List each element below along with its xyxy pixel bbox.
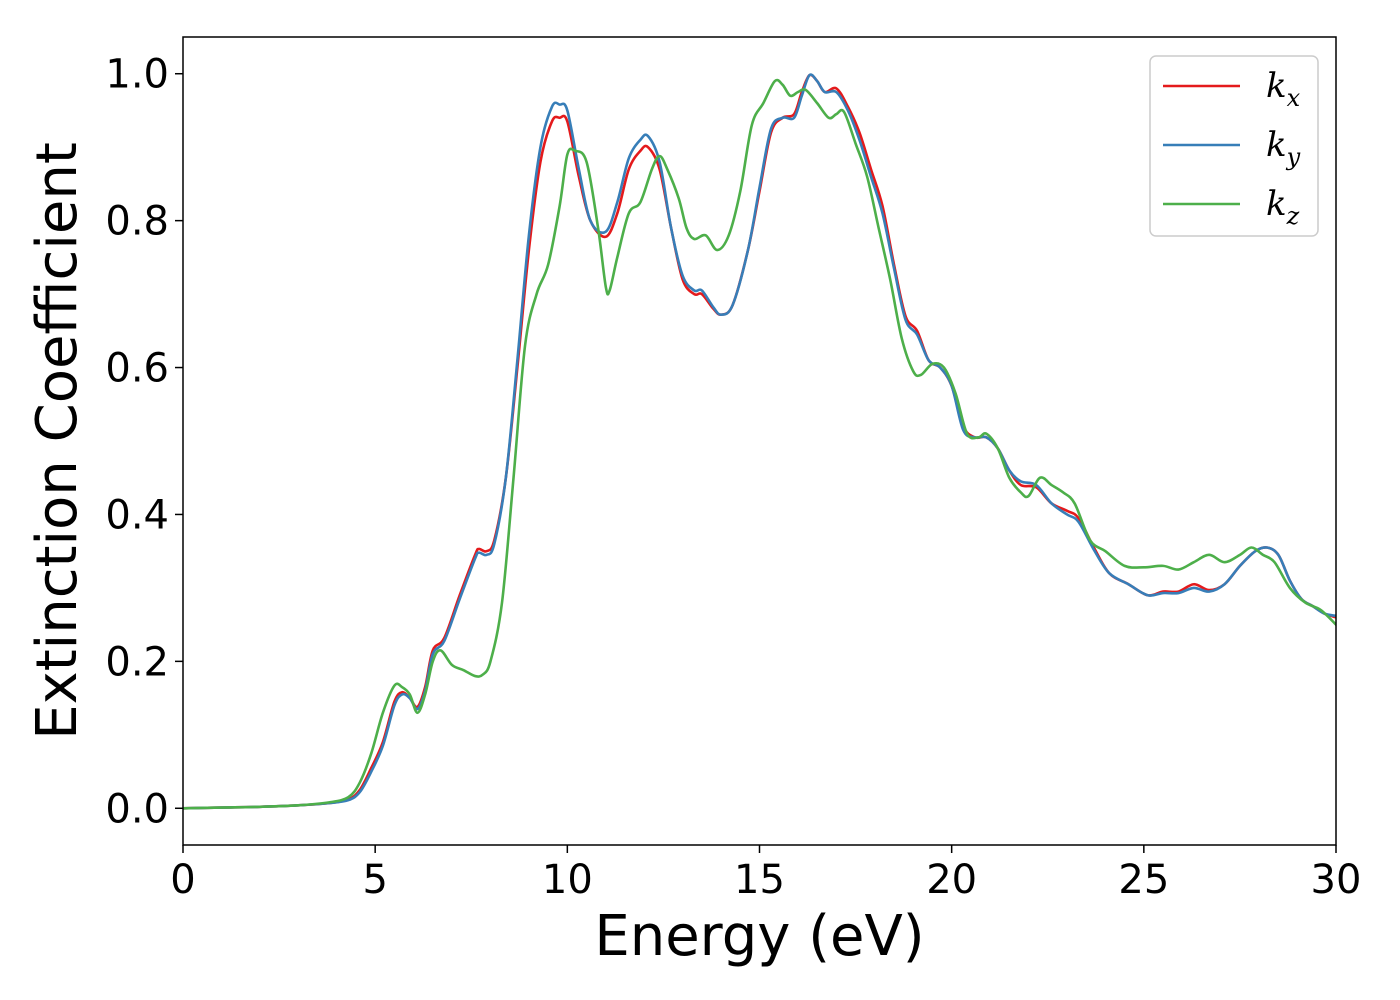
y-axis-ticks: 0.0 0.2 0.4 0.6 0.8 1.0: [105, 52, 183, 832]
y-tick-label: 0.2: [105, 639, 169, 685]
x-tick-label: 30: [1311, 857, 1362, 903]
series-line-ky: [183, 73, 1336, 810]
x-tick-label: 25: [1118, 857, 1169, 903]
series-layer: [183, 73, 1336, 810]
legend-label-subscript: y: [1286, 143, 1301, 171]
y-axis-title: Extinction Coefficient: [25, 142, 90, 740]
y-tick-label: 0.6: [105, 346, 169, 392]
x-tick-label: 5: [362, 857, 387, 903]
series-line-kz: [183, 78, 1336, 810]
y-tick-label: 0.8: [105, 199, 169, 245]
legend-label-kz: kz: [1266, 184, 1300, 230]
x-tick-label: 20: [926, 857, 977, 903]
y-tick-label: 0.4: [105, 492, 169, 538]
y-tick-label: 1.0: [105, 52, 169, 98]
legend-label-base: k: [1266, 66, 1287, 106]
legend-label-kx: kx: [1266, 66, 1301, 112]
x-tick-label: 10: [542, 857, 593, 903]
legend-label-subscript: x: [1287, 84, 1301, 112]
legend-label-base: k: [1266, 125, 1287, 165]
x-axis-title: Energy (eV): [594, 904, 924, 969]
legend-label-base: k: [1266, 184, 1287, 224]
legend-label-subscript: z: [1286, 202, 1300, 230]
x-tick-label: 15: [734, 857, 785, 903]
x-tick-label: 0: [170, 857, 195, 903]
x-axis-ticks: 0 5 10 15 20 25 30: [170, 845, 1361, 903]
legend-label-ky: ky: [1266, 125, 1301, 171]
y-tick-label: 0.0: [105, 786, 169, 832]
